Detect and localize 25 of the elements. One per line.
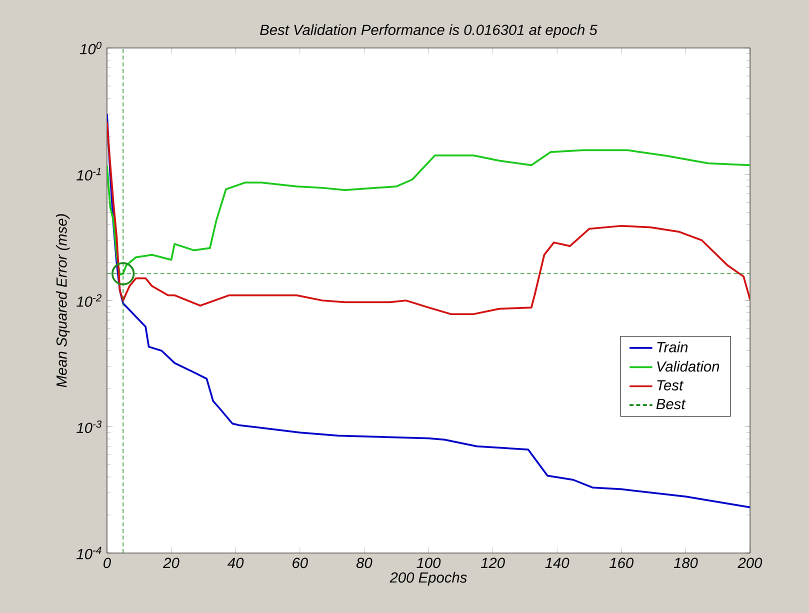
y-tick-label: 10$^{-1}$ [76,168,101,181]
legend-label: Test [657,380,684,390]
x-tick-label: 40 [228,558,244,568]
line-series [107,113,750,508]
x-tick-label: 140 [545,558,570,568]
x-axis-title: 200 Epochs [390,572,467,586]
x-tick-label: 180 [674,558,698,568]
legend-label: Train [657,342,688,352]
legend-label: Best [656,398,686,410]
x-tick-label: 100 [416,558,441,568]
y-tick-label: 10$^{-3}$ [76,420,102,434]
x-tick-label: 80 [356,558,372,568]
x-tick-label: 20 [163,558,180,568]
y-tick-label: 10$^{0}$ [80,42,102,54]
chart-title: Best Validation Performance is 0.016301 at epoch 5 [260,24,598,38]
x-tick-label: 60 [292,558,308,568]
y-tick-label: 10$^{-4}$ [76,546,102,560]
x-tick-label: 200 [738,558,762,568]
legend-label: Validation [657,360,720,372]
x-tick-label: 0 [104,558,111,568]
line-series [107,149,750,276]
y-axis-title: Mean Squared Error (mse) [56,214,70,388]
y-tick-label: 10$^{-2}$ [76,294,102,307]
x-tick-label: 120 [480,558,505,568]
x-tick-label: 160 [610,558,634,568]
